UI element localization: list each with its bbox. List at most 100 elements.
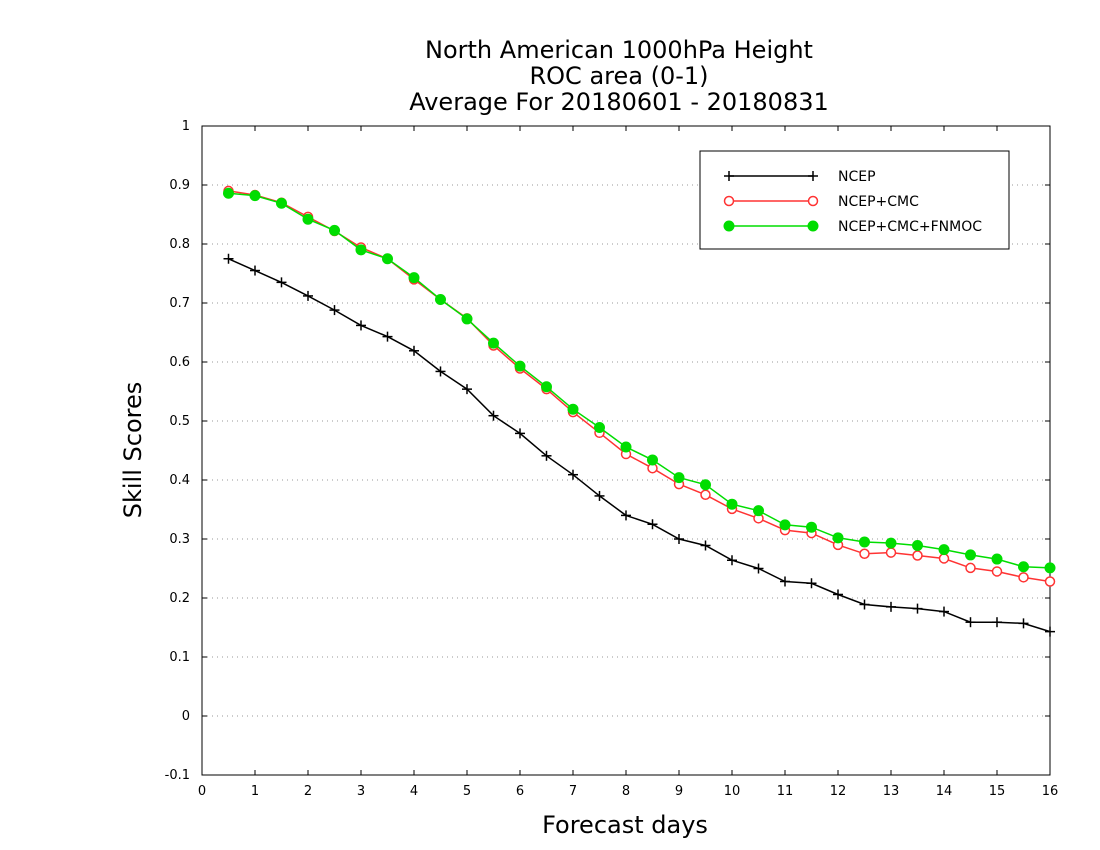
data-point [674, 534, 684, 544]
data-point [965, 617, 976, 628]
data-point [302, 213, 314, 225]
x-tick-label: 6 [516, 784, 524, 799]
y-tick-label: 0.9 [169, 178, 190, 193]
y-tick-label: -0.1 [165, 768, 190, 783]
series-line [228, 258, 1051, 633]
data-point [753, 563, 764, 574]
y-tick-label: 0.3 [169, 532, 190, 547]
data-point [409, 345, 419, 356]
data-point [912, 550, 923, 561]
y-tick-label: 0.4 [169, 473, 190, 488]
data-point [488, 337, 499, 349]
legend-label: NCEP+CMC+FNMOC [838, 219, 982, 235]
data-point [806, 578, 817, 589]
title-line-2: ROC area (0-1) [529, 62, 708, 90]
x-tick-label: 1 [251, 784, 259, 799]
data-point [727, 555, 737, 566]
legend-marker [807, 195, 819, 207]
y-tick-label: 0.6 [169, 355, 190, 370]
x-tick-label: 4 [410, 784, 418, 799]
data-point [885, 547, 897, 558]
x-tick-label: 3 [357, 784, 365, 799]
data-point [1045, 626, 1055, 637]
x-axis-title: Forecast days [542, 811, 708, 839]
data-point [938, 544, 950, 556]
x-tick-label: 10 [724, 784, 741, 799]
x-tick-label: 2 [304, 784, 312, 799]
title-line-3: Average For 20180601 - 20180831 [409, 88, 829, 116]
data-point [780, 576, 790, 587]
x-tick-label: 14 [936, 784, 953, 799]
legend: NCEP NCEP+CMC NCEP+CMC+FNMOC [699, 150, 1010, 250]
x-tick-label: 16 [1042, 784, 1059, 799]
data-point [1044, 576, 1056, 587]
x-tick-label: 13 [883, 784, 900, 799]
data-point [276, 277, 287, 288]
data-point [461, 313, 473, 325]
data-point [568, 469, 578, 480]
y-tick-label: 0 [182, 709, 190, 724]
y-tick-label: 0.7 [169, 296, 190, 311]
data-point [859, 548, 870, 559]
data-point [356, 320, 366, 331]
series-1 [223, 253, 1055, 637]
data-point [806, 521, 817, 533]
x-tick-label: 7 [569, 784, 577, 799]
data-point [886, 601, 896, 612]
legend-box [699, 150, 1010, 250]
data-point [250, 265, 260, 276]
data-point [515, 428, 525, 439]
data-point [1018, 572, 1029, 583]
legend-marker [807, 220, 819, 232]
data-point [832, 532, 844, 544]
data-point [1044, 562, 1056, 574]
data-point [859, 599, 870, 610]
data-point [991, 566, 1003, 577]
data-point [753, 505, 764, 517]
legend-label: NCEP+CMC [838, 194, 919, 210]
y-tick-label: 1 [182, 119, 190, 134]
data-point [965, 562, 976, 574]
data-point [223, 187, 234, 199]
data-point [779, 519, 791, 531]
data-point [620, 441, 632, 453]
data-point [939, 606, 949, 617]
axis-ticks: -0.100.10.20.30.40.50.60.70.80.910 1 2 3 4 5 6… [165, 119, 1059, 799]
data-point [1018, 618, 1029, 629]
data-point [938, 553, 950, 564]
series-3 [223, 187, 1056, 574]
y-tick-label: 0.1 [169, 650, 190, 665]
data-point [594, 421, 605, 433]
title-line-1: North American 1000hPa Height [425, 36, 813, 64]
data-point [673, 472, 685, 484]
data-point [567, 403, 579, 415]
data-point [726, 498, 738, 510]
legend-label: NCEP [838, 169, 876, 185]
data-point [329, 224, 340, 236]
data-point [462, 384, 472, 395]
data-point [1018, 561, 1029, 573]
data-point [912, 539, 923, 551]
legend-marker [723, 220, 735, 232]
legend-marker [724, 171, 734, 181]
data-point [700, 540, 711, 551]
data-point [408, 272, 420, 284]
data-point [355, 244, 367, 256]
data-point [541, 450, 552, 461]
data-point [912, 603, 923, 614]
y-tick-label: 0.2 [169, 591, 190, 606]
x-tick-label: 11 [777, 784, 794, 799]
data-point [965, 549, 976, 561]
x-tick-label: 9 [675, 784, 683, 799]
data-point [488, 410, 499, 421]
y-tick-label: 0.5 [169, 414, 190, 429]
x-tick-label: 12 [830, 784, 847, 799]
chart-title: North American 1000hPa Height ROC area (… [409, 36, 829, 116]
data-point [329, 305, 340, 316]
series-group [223, 185, 1056, 637]
x-tick-label: 5 [463, 784, 471, 799]
data-point [594, 490, 605, 501]
data-point [276, 197, 287, 209]
y-tick-label: 0.8 [169, 237, 190, 252]
